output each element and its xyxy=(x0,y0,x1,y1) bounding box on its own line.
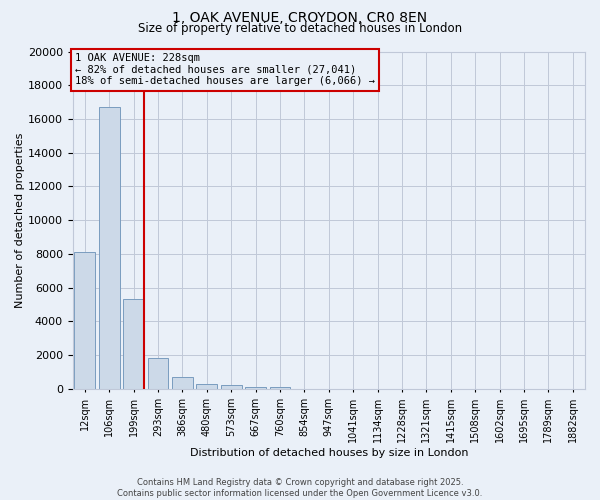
Bar xyxy=(148,358,169,389)
Bar xyxy=(74,252,95,389)
Text: Contains HM Land Registry data © Crown copyright and database right 2025.
Contai: Contains HM Land Registry data © Crown c… xyxy=(118,478,482,498)
Text: 1 OAK AVENUE: 228sqm
← 82% of detached houses are smaller (27,041)
18% of semi-d: 1 OAK AVENUE: 228sqm ← 82% of detached h… xyxy=(75,53,375,86)
Bar xyxy=(245,386,266,389)
Bar xyxy=(99,107,119,389)
Bar xyxy=(221,386,242,389)
Bar xyxy=(123,298,144,389)
Bar xyxy=(172,378,193,389)
Text: Size of property relative to detached houses in London: Size of property relative to detached ho… xyxy=(138,22,462,35)
X-axis label: Distribution of detached houses by size in London: Distribution of detached houses by size … xyxy=(190,448,468,458)
Text: 1, OAK AVENUE, CROYDON, CR0 8EN: 1, OAK AVENUE, CROYDON, CR0 8EN xyxy=(172,11,428,25)
Bar xyxy=(269,387,290,389)
Bar xyxy=(196,384,217,389)
Y-axis label: Number of detached properties: Number of detached properties xyxy=(15,132,25,308)
